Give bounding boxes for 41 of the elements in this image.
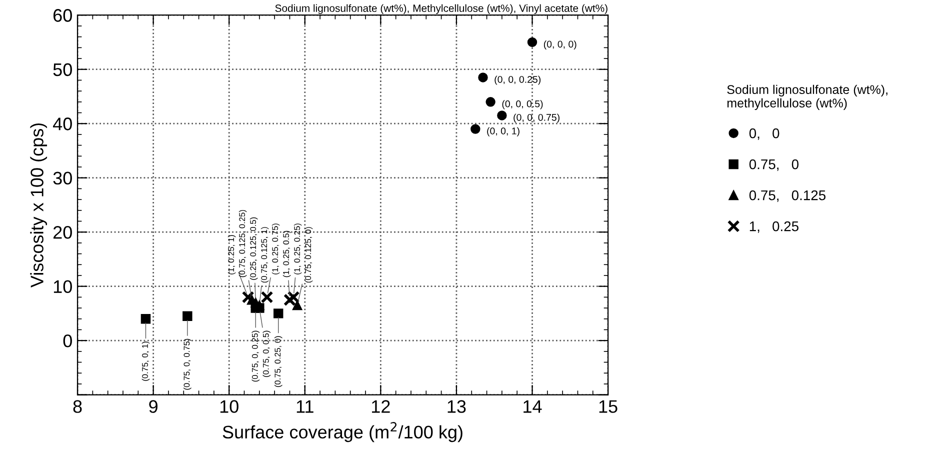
x-tick-label: 9 [149, 400, 158, 413]
x-tick-label: 12 [372, 400, 390, 413]
annotation: (0.75, 0.125, 0.25) [238, 210, 247, 278]
x-tick-label: 15 [599, 400, 618, 413]
annotation: (0, 0, 0.25) [494, 76, 541, 85]
annotation: (0.75, 0, 1) [142, 342, 150, 381]
annotation: (1, 0.25, 0.5) [282, 230, 291, 278]
annotation: (0.75, 0, 0.25) [252, 330, 260, 382]
y-tick-label: 40 [52, 118, 72, 130]
annotation: (0, 0, 0.5) [502, 100, 543, 110]
legend-label: 1, 0.25 [750, 221, 798, 233]
annotation: (0.25, 0.125, 0.5) [250, 217, 258, 280]
annotation: (0.75, 0.125, 0) [304, 227, 313, 283]
annotation: (0, 0, 0) [544, 40, 576, 50]
annotation: (1, 0.25, 0.25) [294, 224, 302, 274]
annotation: (1, 0.25, 0.75) [272, 224, 280, 274]
y-tick-label: 10 [54, 280, 72, 294]
x-tick-label: 8 [73, 400, 82, 413]
x-tick-label: 14 [524, 400, 542, 413]
y-tick-label: 50 [53, 63, 72, 76]
x-axis-title: Surface coverage (m$^{2}$/100 kg) [222, 422, 462, 442]
x-tick-label: 10 [220, 400, 238, 413]
annotation: (0.75, 0, 0.5) [262, 330, 271, 377]
annotation: (1, 0.25, 1) [228, 235, 236, 274]
annotation: (0.75, 0.125, 1) [260, 227, 269, 283]
chart-title: Sodium lignosulfonate (wt%), Methylcellulose (wt%), Vinyl acetate (wt%) [275, 4, 608, 14]
y-tick-label: 30 [53, 172, 72, 185]
y-tick-label: 20 [53, 226, 72, 239]
legend-label: 0, 0 [749, 128, 780, 140]
annotation: (0.75, 0.25, 0) [274, 336, 282, 388]
annotation: (0.75, 0, 0.75) [184, 338, 192, 390]
legend-label: 0.75, 0 [749, 159, 799, 171]
x-tick-label: 13 [448, 400, 466, 413]
y-axis-title: Viscosity x 100 (cps) [30, 123, 48, 288]
annotation: (0, 0, 0.75) [514, 114, 560, 123]
legend-label: 0.75, 0.125 [749, 190, 826, 202]
y-tick-label: 0 [63, 334, 72, 348]
y-tick-label: 60 [53, 9, 72, 22]
annotation: (0, 0, 1) [487, 127, 520, 136]
x-tick-label: 11 [296, 400, 314, 413]
legend-title: Sodium lignosulfonate (wt%), methylcellulose (wt%) [727, 84, 888, 110]
